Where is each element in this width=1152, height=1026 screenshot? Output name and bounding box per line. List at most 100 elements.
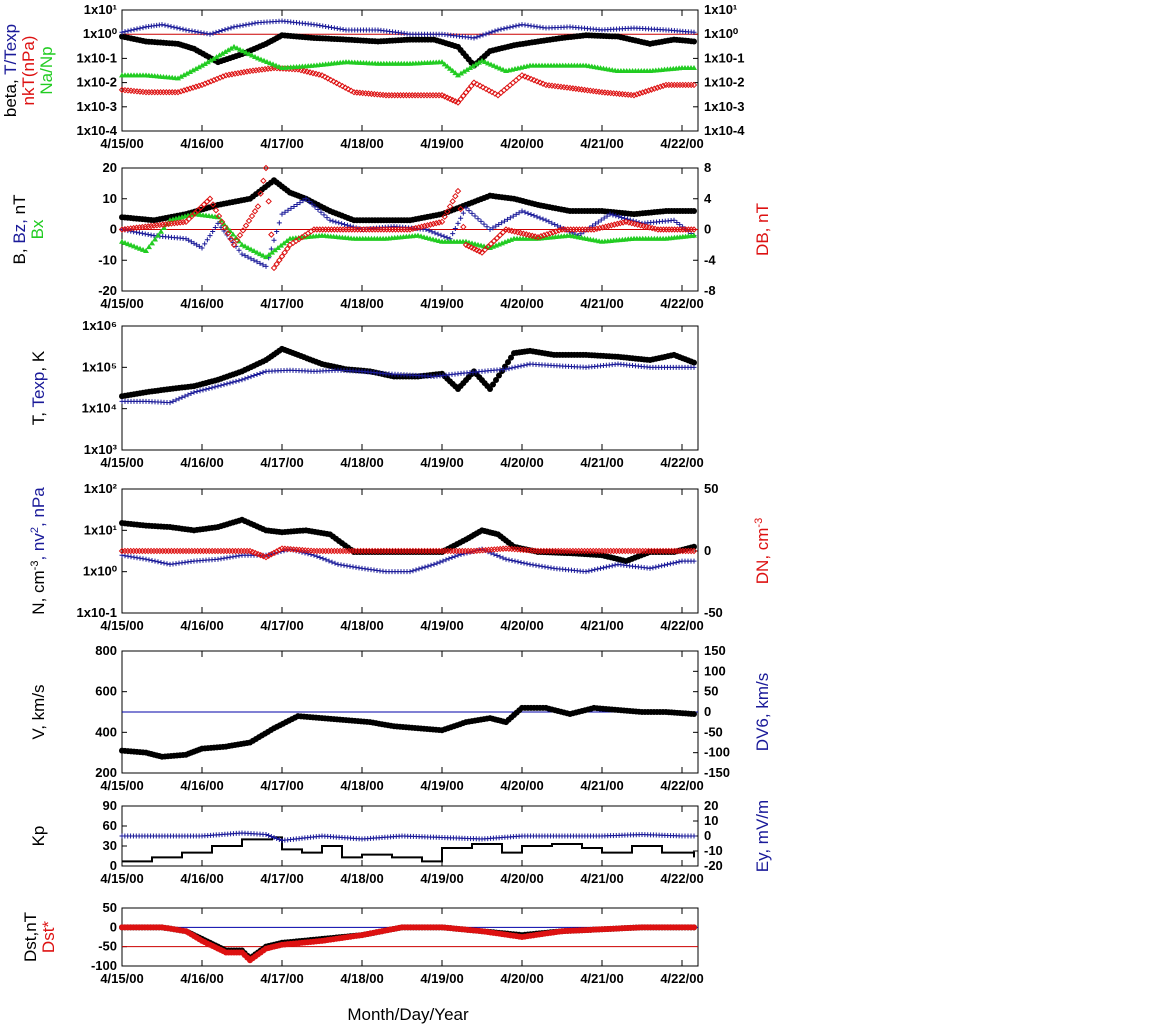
right-tick-label: 10 — [704, 813, 718, 828]
data-point — [147, 222, 155, 230]
data-point — [590, 223, 596, 229]
data-point — [481, 246, 489, 253]
data-point — [608, 222, 615, 229]
data-point — [622, 215, 628, 221]
data-point — [613, 213, 619, 219]
data-point — [231, 70, 239, 77]
data-point — [589, 567, 595, 573]
x-tick-label: 4/21/00 — [580, 455, 623, 470]
data-point — [236, 553, 242, 559]
data-point — [237, 46, 243, 52]
y-axis-title: nkT(nPa) — [19, 36, 38, 106]
data-point — [252, 20, 258, 26]
data-point — [221, 382, 227, 388]
data-point — [430, 220, 437, 228]
x-tick-label: 4/21/00 — [580, 296, 623, 311]
data-point — [191, 389, 197, 395]
data-point — [183, 86, 191, 93]
data-point — [136, 230, 142, 236]
data-point — [203, 198, 211, 205]
y-tick-label: 200 — [95, 765, 117, 780]
data-point — [148, 232, 154, 238]
data-point — [260, 252, 266, 258]
right-tick-label: 4 — [704, 191, 712, 206]
data-point — [527, 75, 535, 83]
data-point — [674, 219, 680, 225]
data-point — [496, 221, 502, 227]
data-point — [429, 229, 435, 235]
data-point — [219, 50, 226, 56]
data-point — [210, 229, 216, 235]
data-point — [218, 382, 224, 388]
data-point — [496, 232, 504, 239]
data-point — [449, 67, 456, 73]
data-point — [318, 72, 326, 79]
y-tick-label: 1x10³ — [84, 442, 118, 457]
x-tick-label: 4/16/00 — [180, 971, 223, 986]
data-point — [455, 72, 461, 78]
data-point — [278, 253, 286, 260]
data-point — [595, 566, 601, 572]
data-point — [485, 60, 491, 66]
y-tick-label: -50 — [98, 939, 117, 954]
data-point — [407, 569, 413, 575]
data-point — [245, 375, 251, 381]
data-point — [516, 22, 522, 28]
data-point — [233, 236, 241, 244]
data-point — [207, 78, 215, 85]
data-point — [249, 67, 257, 74]
data-point — [447, 65, 453, 71]
y-axis-title: Dst* — [39, 921, 58, 954]
data-point — [324, 75, 332, 82]
data-point — [213, 29, 219, 35]
data-point — [463, 205, 469, 211]
x-axis-title: Month/Day/Year — [347, 1005, 469, 1024]
data-point — [468, 82, 475, 90]
data-point — [471, 35, 477, 41]
data-point — [242, 253, 248, 259]
y-tick-label: 400 — [95, 724, 117, 739]
x-tick-label: 4/16/00 — [180, 296, 223, 311]
data-point — [600, 565, 606, 571]
data-point — [496, 372, 502, 379]
x-tick-label: 4/18/00 — [340, 971, 383, 986]
panel-1: 4/15/00 4/16/00 4/17/00 4/18/00 4/19/00 4/20/… — [1, 2, 745, 151]
data-point — [592, 567, 598, 573]
data-point — [225, 26, 231, 32]
data-point — [248, 256, 254, 262]
data-point — [228, 25, 234, 31]
data-point — [447, 236, 453, 242]
data-point — [221, 221, 227, 227]
x-tick-label: 4/19/00 — [420, 136, 463, 151]
data-point — [586, 568, 592, 574]
y-tick-label: 1x10-1 — [77, 50, 117, 65]
data-point — [264, 65, 272, 72]
right-tick-label: 0 — [704, 543, 711, 558]
right-tick-label: 0 — [704, 828, 711, 843]
data-point — [633, 91, 641, 98]
data-point — [210, 76, 218, 84]
x-tick-label: 4/20/00 — [500, 971, 543, 986]
data-point — [452, 70, 459, 76]
data-point — [119, 227, 125, 232]
data-point — [193, 65, 199, 71]
data-point — [452, 225, 458, 231]
data-point — [188, 391, 194, 397]
data-point — [455, 552, 461, 558]
data-point — [503, 366, 509, 372]
panel-3: 4/15/00 4/16/00 4/17/00 4/18/00 4/19/00 4/20/… — [29, 318, 704, 470]
x-tick-label: 4/19/00 — [420, 618, 463, 633]
data-point — [650, 565, 656, 571]
data-point — [194, 207, 202, 214]
data-point — [251, 373, 257, 379]
data-point — [150, 222, 158, 229]
data-point — [603, 564, 609, 570]
data-point — [140, 25, 146, 31]
x-tick-label: 4/22/00 — [660, 618, 703, 633]
data-point — [178, 73, 184, 79]
data-point — [239, 227, 247, 234]
data-point — [186, 85, 194, 92]
data-point — [494, 552, 500, 558]
data-point — [194, 242, 200, 248]
y-tick-label: 1x10¹ — [84, 2, 117, 17]
